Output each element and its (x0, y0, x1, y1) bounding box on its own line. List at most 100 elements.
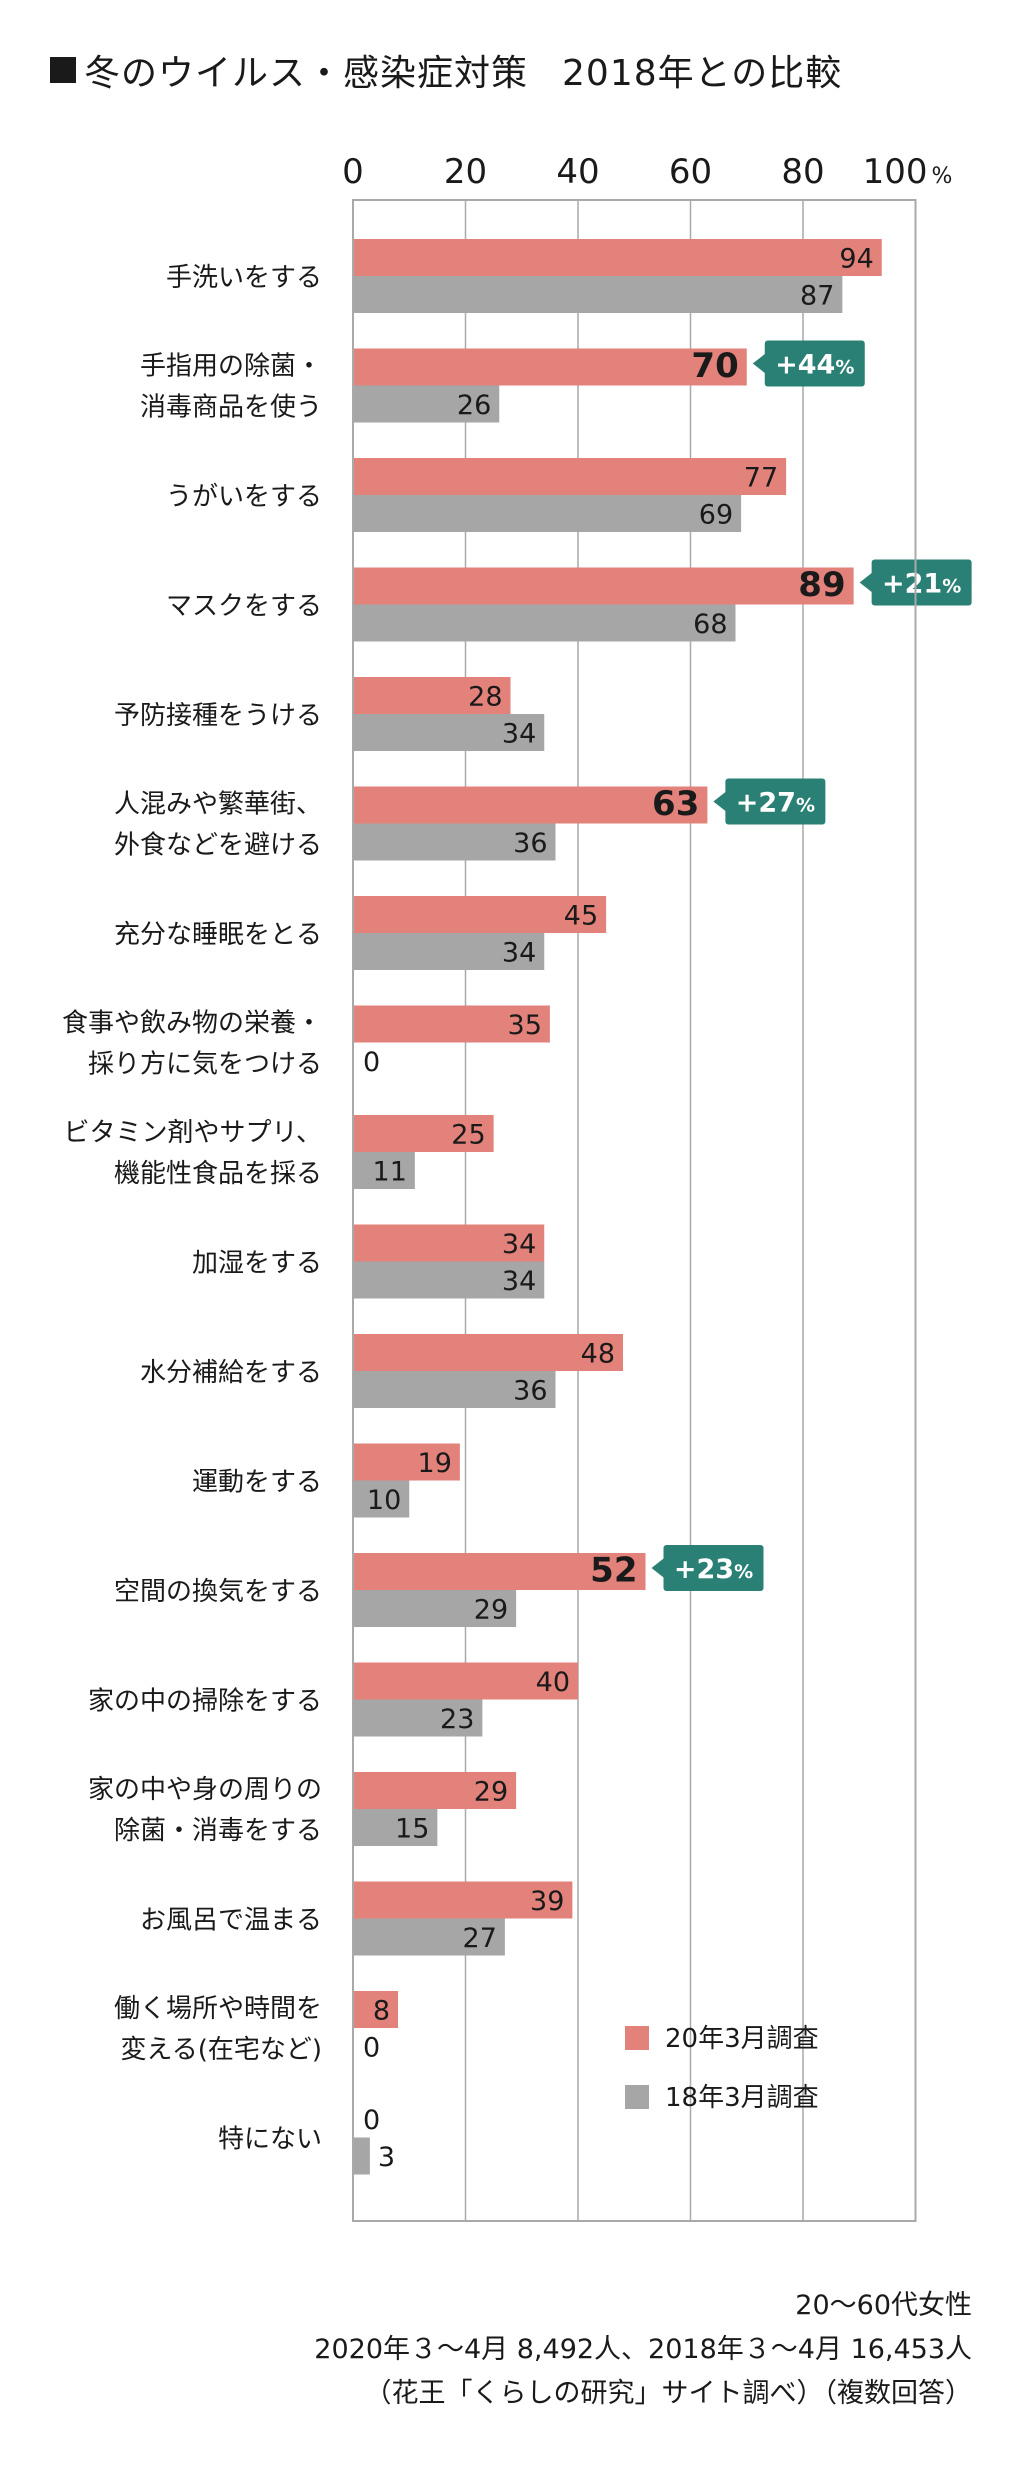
footnote-sample: 2020年３〜4月 8,492人、2018年３〜4月 16,453人 (314, 2334, 972, 2365)
diff-badge-unit: % (835, 357, 854, 379)
category-label: 人混みや繁華街、 (114, 790, 322, 820)
footnote-source: （花王「くらしの研究」サイト調べ）（複数回答） (364, 2378, 973, 2409)
value-label-2018: 23 (440, 1704, 474, 1735)
legend-swatch-2020 (625, 2026, 649, 2050)
diff-badge-label: +44% (775, 350, 854, 381)
diff-badge-unit: % (734, 1561, 753, 1583)
badge-pointer (713, 790, 728, 813)
bar-2020 (353, 1115, 494, 1152)
bar-2018 (353, 1809, 438, 1846)
diff-badge-label: +23% (674, 1554, 753, 1585)
bar-2020 (353, 1553, 646, 1590)
diff-badge-label: +21% (882, 569, 961, 600)
diff-badge (764, 340, 865, 387)
value-label-2020: 28 (468, 682, 502, 713)
value-label-2018: 3 (378, 2142, 395, 2173)
value-label-2018: 68 (693, 609, 727, 640)
diff-badge (725, 778, 826, 825)
bar-2018 (353, 1699, 483, 1737)
x-tick-label: 20 (444, 152, 487, 192)
value-label-2018: 69 (699, 500, 733, 531)
category-label: 水分補給をする (140, 1358, 322, 1388)
bar-2020 (353, 1772, 517, 1809)
value-label-2020: 34 (502, 1229, 536, 1260)
value-label-2020: 63 (652, 784, 699, 824)
value-label-2020: 89 (798, 565, 845, 605)
bar-2018 (353, 823, 556, 861)
value-label-2018: 87 (800, 281, 834, 312)
footnote-target: 20〜60代女性 (795, 2290, 972, 2321)
value-label-2020: 29 (474, 1777, 508, 1808)
chart-subtitle: 2018年との比較 (562, 53, 843, 94)
diff-badge-value: +23 (674, 1554, 734, 1585)
category-label: 空間の換気をする (114, 1577, 322, 1607)
category-label: 外食などを避ける (114, 831, 322, 861)
x-tick-label: 100 (863, 152, 928, 192)
category-label: 消毒商品を使う (140, 393, 322, 423)
bar-2018 (353, 604, 736, 642)
value-label-2020: 0 (363, 2105, 380, 2136)
bar-2020 (353, 348, 747, 386)
diff-badge-unit: % (942, 576, 961, 598)
diff-badge (871, 559, 972, 606)
x-tick-label: 80 (781, 152, 824, 192)
bar-2018 (353, 1261, 545, 1299)
category-label: 家の中や身の周りの (88, 1775, 322, 1805)
value-label-2018: 27 (463, 1923, 497, 1954)
value-label-2018: 10 (367, 1485, 401, 1516)
category-label: うがいをする (166, 482, 322, 512)
bar-2018 (353, 495, 742, 532)
chart-title: 冬のウイルス・感染症対策 2018年との比較 (50, 44, 842, 96)
bar-2020 (353, 896, 607, 933)
category-label: 予防接種をうける (114, 701, 322, 731)
x-axis-unit: % (932, 164, 953, 189)
value-label-2018: 0 (363, 2033, 380, 2064)
value-label-2020: 39 (530, 1886, 564, 1917)
x-tick-label: 60 (669, 152, 712, 192)
category-label: 手洗いをする (166, 263, 322, 293)
category-label: 採り方に気をつける (88, 1050, 322, 1080)
bar-2020 (353, 1991, 398, 2028)
value-label-2018: 34 (502, 1266, 536, 1297)
badge-pointer (859, 571, 874, 594)
value-label-2020: 48 (581, 1339, 615, 1370)
value-label-2018: 36 (513, 1376, 547, 1407)
value-label-2020: 35 (508, 1010, 542, 1041)
category-label: 加湿をする (192, 1249, 322, 1279)
bar-2020 (353, 677, 511, 714)
bar-2020 (353, 458, 787, 495)
category-label: 除菌・消毒をする (114, 1816, 322, 1846)
badge-pointer (752, 352, 767, 375)
value-label-2018: 36 (513, 828, 547, 859)
value-label-2020: 70 (691, 346, 738, 386)
value-label-2018: 15 (395, 1814, 429, 1845)
bar-2018 (353, 2137, 370, 2175)
bar-2020 (353, 1443, 460, 1481)
category-label: 家の中の掃除をする (88, 1687, 322, 1717)
legend-label-2020: 20年3月調査 (665, 2024, 819, 2054)
bar-2020 (353, 1334, 623, 1371)
square-bullet-icon (50, 57, 76, 83)
bar-2020 (353, 1005, 550, 1043)
bar-2020 (353, 1224, 545, 1262)
value-label-2020: 8 (373, 1996, 390, 2027)
category-label: ビタミン剤やサプリ、 (64, 1118, 322, 1148)
bar-2018 (353, 1918, 505, 1956)
diff-badge-value: +27 (736, 788, 796, 819)
value-label-2020: 45 (564, 901, 598, 932)
value-label-2018: 26 (457, 390, 491, 421)
value-label-2020: 52 (590, 1551, 637, 1591)
value-label-2020: 19 (418, 1448, 452, 1479)
category-label: 運動をする (192, 1468, 322, 1498)
value-label-2018: 29 (474, 1595, 508, 1626)
bar-2020 (353, 786, 708, 824)
bar-2018 (353, 1152, 415, 1189)
legend-swatch-2018 (625, 2085, 649, 2109)
x-tick-label: 40 (556, 152, 599, 192)
diff-badge-unit: % (796, 795, 815, 817)
value-label-2020: 77 (744, 463, 778, 494)
badge-pointer (651, 1557, 666, 1579)
category-label: 手指用の除菌・ (140, 352, 322, 382)
bar-2018 (353, 1590, 517, 1627)
